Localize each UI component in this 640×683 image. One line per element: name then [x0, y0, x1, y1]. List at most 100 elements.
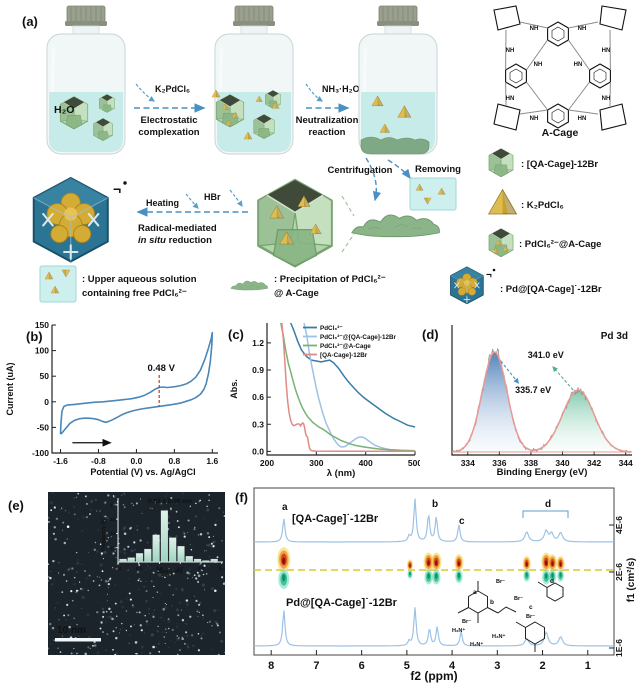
radical-bracket: ¬	[113, 181, 121, 197]
panel-b-cv: (b) -1.6 -0.8 0.0 0.8 1.6 -100 -50 0 50 100 150 Cur…	[0, 315, 225, 480]
svg-text:338: 338	[524, 458, 538, 468]
svg-text:0.0: 0.0	[131, 456, 143, 466]
peak-letter-d: d	[545, 499, 551, 510]
dosy-cross-peaks	[277, 547, 565, 589]
step1-line2: complexation	[138, 127, 199, 138]
trace-bottom-label: Pd@[QA-Cage]˙-12Br	[286, 597, 398, 609]
svg-text:3: 3	[494, 660, 500, 672]
svg-text:344: 344	[619, 458, 633, 468]
svg-text:336: 336	[492, 458, 506, 468]
legend-bottom: : Upper aqueous solution containing free…	[39, 265, 602, 305]
legend-right: : [QA-Cage]-12Br : K₂PdCl₆ : PdCl₆²⁻@A-C…	[488, 148, 601, 258]
trace-top-label: [QA-Cage]˙-12Br	[292, 513, 379, 525]
panel-a-scheme: (a) H₂O K₂PdCl₆ Electrostatic complexati…	[0, 0, 640, 315]
histogram-bar	[177, 546, 185, 563]
tem-image	[48, 492, 225, 655]
a-cage-label: A-Cage	[542, 127, 579, 139]
svg-text:1.6: 1.6	[206, 456, 218, 466]
svg-text:f1 (cm²/s): f1 (cm²/s)	[626, 558, 637, 602]
svg-text:0.6: 0.6	[156, 566, 163, 571]
histogram-bar	[119, 558, 127, 563]
scale-bar	[55, 638, 101, 642]
svg-text:NH: NH	[530, 116, 539, 122]
panel-b-label: (b)	[26, 329, 43, 344]
svg-text:Abs.: Abs.	[229, 379, 239, 399]
histogram-bar	[160, 510, 169, 563]
svg-text:40: 40	[110, 503, 116, 508]
svg-text:0.9: 0.9	[219, 566, 226, 571]
xps-label-3357: 335.7 eV	[515, 385, 551, 395]
svg-text:0.4: 0.4	[115, 566, 122, 571]
svg-text:342: 342	[587, 458, 601, 468]
removed-solution-box	[409, 177, 457, 211]
svg-text:0.8: 0.8	[198, 566, 205, 571]
histogram-title: 0.63 ± 0.08 nm	[148, 498, 192, 505]
a-cage-structure: NH NH NH HN NH HN HN NH NH HN	[493, 5, 627, 131]
xps-envelope	[452, 351, 632, 453]
size-histogram-inset: 10 20 30 40 0.4 0.5 0.6 0.7 0.8 0.9 0.63 ± 0.08 nm…	[101, 498, 225, 575]
histogram-bar	[152, 534, 160, 563]
pd3d-label: Pd 3d	[601, 331, 628, 342]
svg-text:Size (nm): Size (nm)	[158, 569, 183, 575]
structure-amine-label: H₂N⁺	[470, 641, 483, 648]
scheme-canvas: (a) H₂O K₂PdCl₆ Electrostatic complexati…	[22, 4, 627, 305]
panel-f-dosy: (f) 8 7 6 5 4 3 2 1 f2 (ppm) 4E-6 2E-6 1E-6 f1 (cm²/…	[230, 480, 640, 683]
xps-label-3410: 341.0 eV	[528, 350, 564, 360]
svg-text:0.7: 0.7	[177, 566, 184, 571]
legend-radical-bracket: ¬	[486, 270, 492, 281]
svg-text:334: 334	[461, 458, 475, 468]
h2o-label: H₂O	[54, 104, 74, 116]
svg-text:HN: HN	[506, 96, 515, 102]
uv-chart: 200 300 400 500 0.0 0.3 0.6 0.9 1.2 Abs. λ (nm) PdC…	[229, 322, 420, 479]
svg-text:0.9: 0.9	[252, 365, 264, 375]
pdcl6-at-acage-cage	[257, 178, 333, 268]
svg-text:10: 10	[110, 546, 116, 551]
centrifugation-label: Centrifugation	[328, 165, 393, 176]
histogram-bar	[202, 560, 210, 563]
svg-text:PdCl₆²⁻@[QA-Cage]-12Br: PdCl₆²⁻@[QA-Cage]-12Br	[320, 334, 397, 341]
svg-text:NH: NH	[530, 26, 539, 32]
svg-text:1: 1	[585, 660, 591, 672]
svg-text:NH: NH	[602, 96, 611, 102]
structure-amine-label: H₂N⁺	[452, 627, 465, 634]
uv-series	[280, 322, 416, 452]
svg-text:50: 50	[40, 371, 50, 381]
nmr-trace-bottom	[254, 607, 614, 647]
heating-label: Heating	[146, 198, 179, 208]
legend-upper-solution-1: : Upper aqueous solution	[82, 274, 197, 285]
svg-text:20: 20	[110, 531, 116, 536]
step2-line1: Neutralization	[296, 115, 359, 126]
structure-br-label: Br⁻	[496, 579, 505, 585]
cv-curve	[59, 331, 214, 435]
svg-text:Potential (V) vs. Ag/AgCl: Potential (V) vs. Ag/AgCl	[90, 467, 195, 477]
peak-341-fill	[452, 390, 632, 452]
svg-text:2: 2	[539, 660, 545, 672]
svg-text:-100: -100	[32, 448, 49, 458]
svg-text:HN: HN	[574, 62, 583, 68]
svg-text:0.3: 0.3	[252, 419, 264, 429]
panel-e-label: (e)	[8, 498, 24, 513]
scale-bar-label: 10 nm	[57, 625, 86, 636]
svg-text:7: 7	[313, 660, 319, 672]
legend-qacage: : [QA-Cage]-12Br	[521, 159, 598, 170]
svg-text:NH: NH	[578, 26, 587, 32]
legend-precipitation-2: @ A-Cage	[274, 288, 319, 299]
svg-text:Current (uA): Current (uA)	[5, 363, 15, 416]
histogram-bar	[144, 548, 152, 563]
cv-annotation: 0.48 V	[147, 363, 175, 374]
removing-label: Removing	[415, 164, 461, 175]
panel-d-xps: (d) 334 336 338 340 342 344 Binding Energy (eV…	[420, 315, 640, 480]
svg-text:500: 500	[408, 458, 420, 468]
panel-a-label: (a)	[22, 14, 38, 29]
uv-legend: PdCl₆²⁻ PdCl₆²⁻@[QA-Cage]-12Br PdCl₆²⁻@A-C…	[303, 325, 397, 359]
svg-text:[QA-Cage]-12Br: [QA-Cage]-12Br	[320, 352, 368, 359]
svg-text:2E-6: 2E-6	[614, 563, 624, 581]
step2-reagent: NH₃·H₂O	[322, 84, 360, 94]
histogram-bar	[135, 553, 144, 563]
svg-text:30: 30	[110, 517, 116, 522]
step1-reagent: K₂PdCl₆	[155, 84, 190, 94]
peak-335-fill	[452, 352, 632, 452]
legend-precipitation-1: : Precipitation of PdCl₆²⁻	[274, 274, 386, 285]
svg-text:f2 (ppm): f2 (ppm)	[410, 669, 457, 683]
svg-text:4E-6: 4E-6	[614, 516, 624, 534]
